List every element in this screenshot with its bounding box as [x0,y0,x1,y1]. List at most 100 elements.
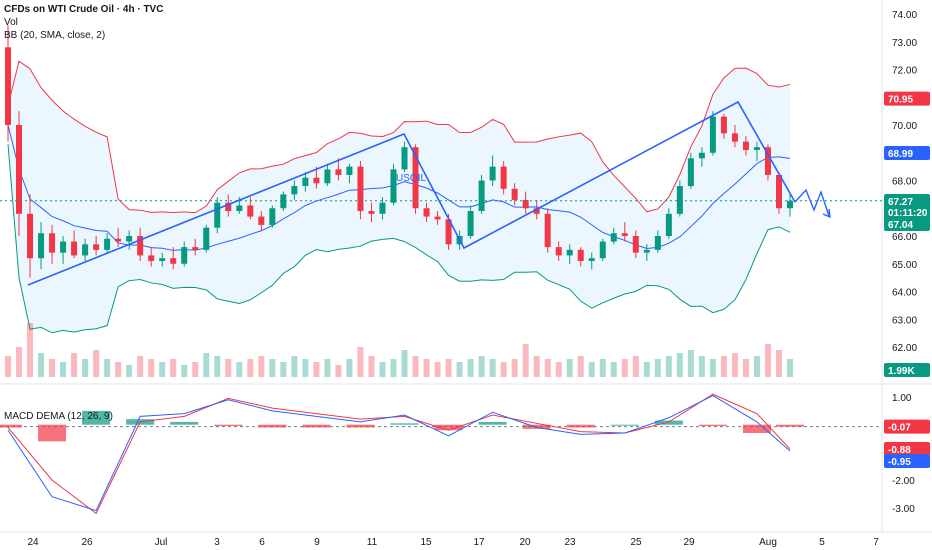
candle-body [621,233,628,236]
candle-body [500,166,507,189]
symbol-watermark: USOIL [396,173,426,184]
volume-bar [412,356,419,377]
projection-path [794,188,830,217]
volume-bar [71,353,78,377]
time-tick-label: 9 [314,537,320,548]
macd-histogram-bar [610,424,639,426]
candle-body [82,244,89,256]
projection-arrow-icon [822,208,831,219]
symbol-title[interactable]: CFDs on WTI Crude Oil · 4h · TVC [4,4,164,15]
candle-body [676,186,683,214]
bb-upper-line [7,60,791,214]
macd-label[interactable]: MACD DEMA (12, 26, 9) [4,411,113,422]
trend-line [27,100,796,286]
macd-signal-badge-bg [884,442,930,456]
bb-lower-badge-bg [884,217,930,231]
macd-histogram-bar [478,421,507,425]
macd-histogram-bar [522,424,551,429]
candle-body [148,255,155,261]
candle-body [137,236,144,256]
volume-bar [335,365,342,377]
candle-body [643,249,650,253]
macd-histogram-bar [38,424,67,442]
volume-bar [742,359,749,377]
candle-body [302,177,309,187]
candle-body [533,208,540,214]
volume-bar [555,362,562,377]
price-tick-label: 64.00 [892,288,917,299]
volume-bar [104,359,111,377]
candle-body [181,247,188,264]
candle-body [544,213,551,248]
macd-histogram-bar [346,424,375,428]
macd-histogram-bar [258,424,287,428]
candle-body [38,233,45,259]
candle-body [610,233,617,242]
volume-bar [599,359,606,377]
time-tick-label: Aug [759,537,777,548]
macd-histogram-bar [434,424,463,431]
vol-label[interactable]: Vol [4,17,18,28]
volume-bar [313,362,320,377]
macd-histogram-bar [390,423,419,425]
volume-bar [753,356,760,377]
volume-bar [445,359,452,377]
candle-body [335,169,342,175]
candle-body [5,47,11,125]
candle-body [247,205,254,217]
volume-bar [258,356,265,377]
volume-bar [203,353,210,377]
volume-bar [126,365,133,377]
volume-bar [577,356,584,377]
trend-lines[interactable] [27,100,831,286]
volume-bar [93,350,100,377]
volume-bar [148,359,155,377]
volume-bar [511,359,518,377]
candle-body [71,241,78,256]
volume-badge: 1.99K [888,366,915,377]
candle-body [324,169,331,184]
volume-bar [357,347,364,377]
volume-bar [225,359,232,377]
volume-bar [654,359,661,377]
bb-upper-badge-bg [884,91,930,106]
candle-body [368,211,375,214]
macd-signal-badge: -0.88 [888,445,911,456]
volume-bar [280,362,287,377]
bb-label[interactable]: BB (20, SMA, close, 2) [4,30,106,41]
volume-bar [467,359,474,377]
volume-bar [544,359,551,377]
candle-body [280,194,287,209]
candle-body [709,116,716,153]
candle-body [423,208,430,217]
bb-fill [8,61,790,333]
time-tick-label: 5 [819,537,825,548]
macd-line [7,395,791,512]
candle-body [566,249,573,256]
macd-hist-badge-bg [884,419,930,434]
volume-bar [291,356,298,377]
candle-body [104,238,111,250]
candle-body [742,141,749,150]
volume-bar [49,359,56,377]
macd-signal-line [7,393,791,515]
volume-bar [170,359,177,377]
macd-histogram-bar [698,424,727,427]
candle-body [687,158,694,187]
candle-body [313,177,320,184]
macd-histogram-bar [0,424,22,428]
volume-bar [379,362,386,377]
macd-histogram-bar [302,424,331,428]
candle-body [753,147,760,150]
volume-bar [456,362,463,377]
bb-lower-badge: 67.04 [888,220,913,231]
last-price-badge: 67.27 [888,197,913,208]
candle-body [126,236,133,242]
volume-bar [247,359,254,377]
macd-legend: MACD DEMA (12, 26, 9) [4,410,113,423]
time-tick-label: 25 [630,537,642,548]
candle-body [16,125,23,214]
macd-histogram-bar [82,410,111,425]
grid [0,0,932,533]
